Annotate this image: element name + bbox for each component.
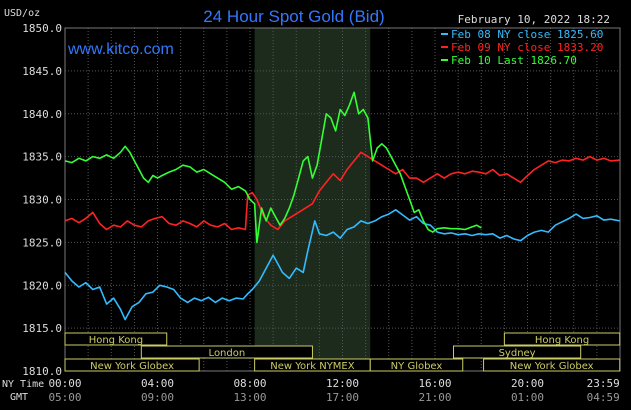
y-tick-label: 1830.0 — [22, 194, 62, 207]
session-bar-new-york-globex — [64, 358, 200, 372]
x-tick-label-gmt: 04:59 — [587, 391, 620, 404]
session-bar-ny-globex — [369, 358, 464, 372]
x-tick-label-ny: 12:00 — [326, 377, 359, 390]
y-tick-label: 1820.0 — [22, 279, 62, 292]
timestamp: February 10, 2022 18:22 — [458, 13, 610, 26]
y-tick-label: 1850.0 — [22, 22, 62, 35]
ny-time-label: NY Time — [2, 379, 44, 390]
x-tick-label-ny: 00:00 — [48, 377, 81, 390]
session-label: New York Globex — [90, 361, 174, 372]
x-tick-label-ny: 16:00 — [418, 377, 451, 390]
y-tick-label-layer: 1850.0 1845.0 1840.0 1835.0 1830.0 1825.0 1820… — [22, 22, 62, 378]
legend-entry-feb09: Feb 09 NY close 1833.20 — [451, 41, 603, 54]
y-tick-label: 1815.0 — [22, 322, 62, 335]
legend-entry-feb10: Feb 10 Last 1826.70 — [451, 54, 577, 67]
series-line-2 — [64, 91, 482, 244]
y-tick-label: 1835.0 — [22, 151, 62, 164]
session-bar-new-york-globex — [483, 358, 621, 372]
session-bar-sydney — [453, 345, 582, 359]
session-label: New York Globex — [510, 361, 594, 372]
series-line-0 — [64, 209, 620, 321]
x-tick-label-gmt: 21:00 — [418, 391, 451, 404]
y-tick-label: 1845.0 — [22, 65, 62, 78]
nymex-band-layer — [254, 28, 371, 371]
x-tick-label-gmt: 09:00 — [141, 391, 174, 404]
x-tick-label-ny: 20:00 — [511, 377, 544, 390]
session-bar-hong-kong — [64, 332, 168, 346]
x-tick-label-gmt: 01:00 — [511, 391, 544, 404]
session-label: NY Globex — [391, 361, 443, 372]
session-bar-hong-kong — [503, 332, 621, 346]
gmt-label: GMT — [10, 392, 28, 403]
session-label: Hong Kong — [89, 335, 143, 346]
session-label: Sydney — [499, 348, 536, 359]
y-tick-label: 1840.0 — [22, 108, 62, 121]
series-layer — [64, 91, 620, 321]
x-tick-label-ny: 08:00 — [233, 377, 266, 390]
x-tick-label-gmt: 17:00 — [326, 391, 359, 404]
x-tick-label-gmt: 05:00 — [48, 391, 81, 404]
x-tick-label-layer: 00:00 04:00 08:00 12:00 16:00 20:00 23:59 05:00… — [48, 377, 619, 404]
y-tick-label: 1810.0 — [22, 365, 62, 378]
session-label: London — [209, 348, 246, 359]
x-tick-label-ny: 04:00 — [141, 377, 174, 390]
chart-title: 24 Hour Spot Gold (Bid) — [203, 7, 384, 26]
nymex-session-band — [254, 28, 371, 371]
legend: Feb 08 NY close 1825.60 Feb 09 NY close … — [441, 28, 603, 67]
legend-entry-feb08: Feb 08 NY close 1825.60 — [451, 28, 603, 41]
y-tick-label: 1825.0 — [22, 236, 62, 249]
y-unit-label: USD/oz — [4, 8, 40, 19]
session-bars-layer: Hong Kong Hong Kong London Sydney New York G… — [64, 332, 621, 372]
x-tick-label-gmt: 13:00 — [233, 391, 266, 404]
series-line-1 — [64, 151, 620, 231]
session-label: Hong Kong — [535, 335, 589, 346]
session-label: New York NYMEX — [270, 361, 355, 372]
x-tick-label-ny: 23:59 — [587, 377, 620, 390]
session-bar-london — [140, 345, 313, 359]
site-watermark: www.kitco.com — [67, 41, 174, 58]
